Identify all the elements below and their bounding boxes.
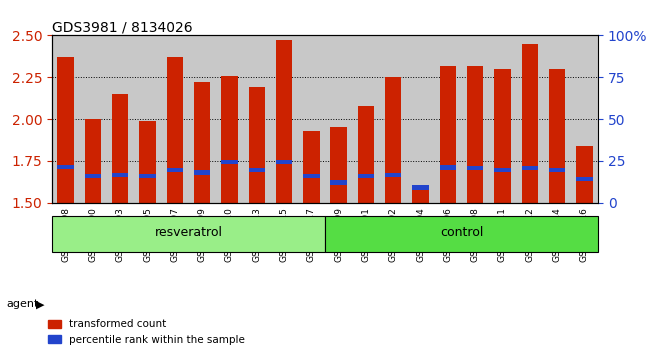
Bar <box>439 165 456 170</box>
Bar <box>412 185 429 190</box>
Bar <box>57 165 74 169</box>
Bar <box>166 168 183 172</box>
Legend: transformed count, percentile rank within the sample: transformed count, percentile rank withi… <box>44 315 249 349</box>
Bar <box>84 174 101 178</box>
Bar <box>467 166 484 170</box>
Bar <box>248 168 265 172</box>
FancyBboxPatch shape <box>52 216 325 252</box>
Bar <box>576 177 593 181</box>
Bar <box>303 174 320 178</box>
Bar <box>576 146 593 202</box>
Bar <box>166 57 183 202</box>
Bar <box>385 77 402 202</box>
Text: agent: agent <box>6 299 39 309</box>
Bar <box>84 119 101 202</box>
Bar <box>549 69 566 202</box>
Text: control: control <box>440 227 483 239</box>
Bar <box>221 160 238 164</box>
Bar <box>549 168 566 172</box>
Bar <box>521 166 538 170</box>
Bar <box>521 44 538 202</box>
Bar <box>194 82 211 202</box>
Bar <box>276 160 292 164</box>
Text: resveratrol: resveratrol <box>155 227 222 239</box>
Bar <box>303 131 320 202</box>
Bar <box>57 57 74 202</box>
Bar <box>330 127 347 202</box>
Bar <box>139 121 156 202</box>
Bar <box>358 174 374 178</box>
Text: GDS3981 / 8134026: GDS3981 / 8134026 <box>52 20 192 34</box>
Bar <box>439 65 456 202</box>
Bar <box>221 75 238 202</box>
Bar <box>194 170 211 175</box>
Bar <box>248 87 265 202</box>
Bar <box>330 181 347 185</box>
Bar <box>385 173 402 177</box>
Bar <box>358 105 374 202</box>
Bar <box>494 168 511 172</box>
FancyBboxPatch shape <box>325 216 598 252</box>
Text: ▶: ▶ <box>36 299 44 309</box>
Bar <box>112 173 129 177</box>
Bar <box>139 174 156 178</box>
Bar <box>467 65 484 202</box>
Bar <box>112 94 129 202</box>
Bar <box>494 69 511 202</box>
Bar <box>276 40 292 202</box>
Bar <box>412 189 429 202</box>
